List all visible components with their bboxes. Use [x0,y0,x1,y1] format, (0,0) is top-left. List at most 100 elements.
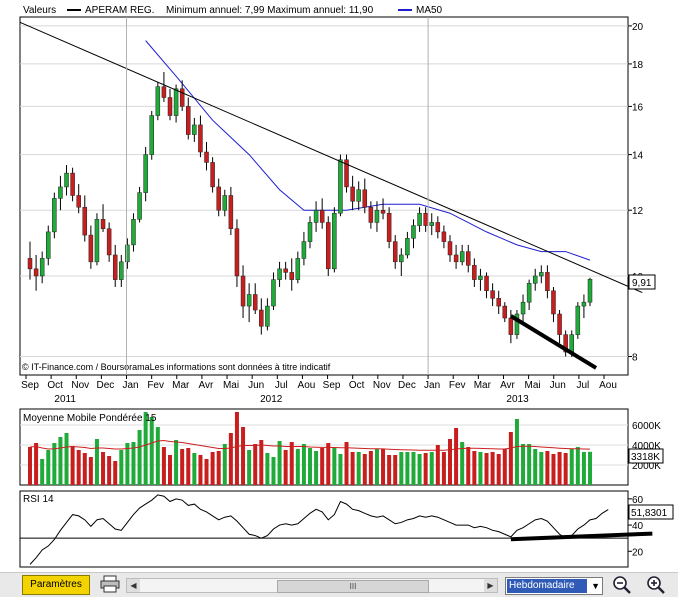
volume-bar-up [308,448,312,485]
volume-bar-up [374,449,379,485]
candle-up [356,189,361,202]
candle-down [76,195,81,208]
volume-bar-up [155,427,160,485]
legend-valeurs-label: Valeurs [23,5,56,16]
support-trendline [509,314,598,370]
volume-title: Moyenne Mobile Pondérée 15 [23,413,157,424]
volume-bar-up [143,412,148,485]
volume-bar-down [320,448,325,485]
period-select[interactable]: Hebdomadaire ▼ [505,577,603,595]
x-month-label: Fev [449,380,466,391]
volume-bar-down [198,455,203,485]
candle-down [466,251,471,266]
volume-bar-down [557,452,562,485]
volume-last-value-box [628,448,664,464]
volume-bar-up [277,441,282,485]
volume-bar-up [131,442,136,485]
printer-icon[interactable] [99,575,121,593]
wma15-line [29,439,591,451]
x-month-label: Dec [398,380,416,391]
rsi-y-tick-label: 40 [632,521,644,532]
volume-bar-up [52,443,57,485]
volume-bar-up [514,419,519,485]
x-month-label: Mar [172,380,190,391]
volume-bar-up [58,437,63,485]
candle-up [155,86,161,116]
candle-down [344,159,349,188]
candle-up [58,186,63,199]
volume-bar-down [289,442,294,485]
volume-bar-up [478,452,483,485]
candle-up [192,124,197,135]
volume-bar-down [113,461,118,485]
candle-up [520,301,526,315]
trendlines [19,21,643,370]
volume-bar-down [101,452,106,485]
volume-bar-up [356,452,361,485]
x-month-label: Oct [47,380,63,391]
candle-down [326,222,331,270]
volume-bar-down [204,459,209,485]
candle-down [490,290,495,299]
volume-bar-down [502,449,507,485]
candle-down [216,186,221,211]
volume-bar-up [575,447,580,485]
candle-up [459,251,465,263]
volume-bars [28,412,592,485]
scroll-left-arrow-icon[interactable]: ◀ [127,579,140,592]
volume-bar-down [180,449,185,485]
candle-down [70,172,75,196]
zoom-out-icon[interactable] [612,575,632,595]
candle-down [161,86,167,98]
volume-bar-up [332,448,337,485]
candle-down [204,151,209,163]
candle-down [106,228,112,256]
x-month-label: Fev [147,380,164,391]
candle-up [52,198,57,233]
price-last-value: 9,91 [632,278,652,289]
candle-down [234,228,240,277]
price-plot-area [19,16,629,376]
candle-up [399,254,404,263]
volume-bar-up [222,444,227,485]
parametres-button[interactable]: Paramètres [22,575,90,595]
volume-bar-up [338,454,343,485]
volume-bar-up [64,433,69,485]
volume-bar-up [174,440,179,485]
candle-up [39,258,45,277]
candle-down [210,162,215,188]
volume-bar-up [521,444,526,485]
scroll-thumb[interactable]: III [277,580,429,593]
volume-bar-up [137,430,142,485]
volume-bar-up [40,459,45,485]
volume-bar-down [76,450,81,485]
candle-down [447,241,453,256]
horizontal-scrollbar[interactable]: ◀ III ▶ [126,578,498,593]
volume-bar-down [228,433,233,485]
volume-bar-up [417,454,422,485]
x-month-label: Jul [275,380,288,391]
volume-bar-up [533,449,538,485]
x-month-label: Jan [122,380,138,391]
zoom-in-icon[interactable] [646,575,666,595]
volume-bar-up [569,449,574,485]
candle-up [277,268,282,280]
volume-bar-down [241,427,246,485]
candle-down [435,222,441,233]
volume-wma-line [29,439,591,451]
candle-up [137,192,142,220]
period-select-value: Hebdomadaire [507,579,587,593]
source-note: © IT-Finance.com / BoursoramaLes informa… [22,362,331,372]
volume-bar-down [545,451,550,485]
candle-down [228,195,234,229]
candle-down [283,268,288,273]
rsi-line [29,494,653,565]
candle-up [46,231,51,259]
rsi-y-tick-label: 20 [632,547,644,558]
scroll-right-arrow-icon[interactable]: ▶ [484,579,497,592]
candle-up [569,334,574,353]
rsi-support-trendline [510,531,653,542]
candle-down [289,272,294,280]
volume-bar-up [46,450,51,485]
legend-minmax-label: Minimum annuel: 7,99 Maximum annuel: 11,… [166,5,374,16]
